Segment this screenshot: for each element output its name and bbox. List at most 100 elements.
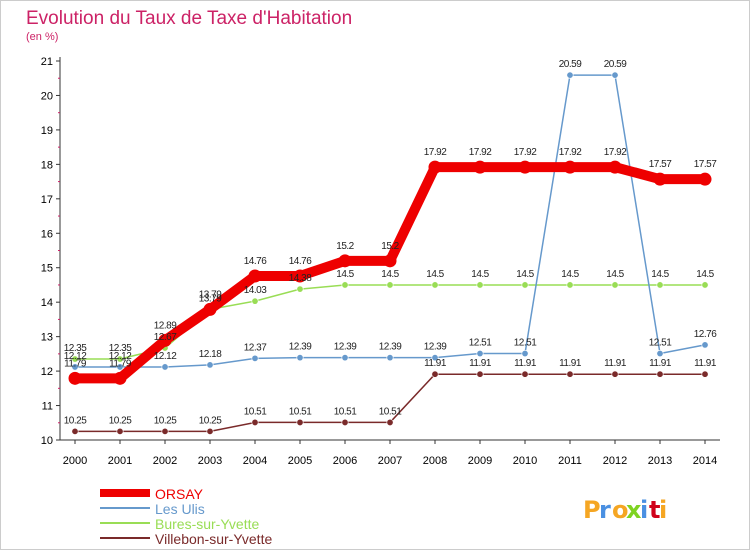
data-label: 12.51 <box>649 338 672 349</box>
data-point <box>338 254 352 268</box>
axes: 10 11 12 13 14 15 16 17 18 19 20 21 2000 2001 2002 2003… <box>41 56 720 467</box>
data-point <box>296 354 304 362</box>
data-label: 17.92 <box>469 147 492 158</box>
data-label: 10.51 <box>379 406 402 417</box>
data-point <box>116 355 124 363</box>
data-point <box>473 160 487 174</box>
data-point <box>431 281 439 289</box>
data-point <box>431 370 439 378</box>
legend-label-2: Bures-sur-Yvette <box>155 516 259 532</box>
chart-subtitle: (en %) <box>26 31 58 43</box>
x-tick-label: 2005 <box>288 455 312 467</box>
data-point <box>158 333 172 347</box>
data-label: 14.5 <box>651 269 669 280</box>
data-point <box>113 371 127 385</box>
y-tick-label: 17 <box>41 194 53 206</box>
data-point <box>566 281 574 289</box>
data-label: 12.35 <box>64 343 87 354</box>
data-label: 12.39 <box>334 342 357 353</box>
data-point <box>653 172 667 186</box>
x-tick-label: 2009 <box>468 455 492 467</box>
data-point <box>296 285 304 293</box>
data-point <box>611 370 619 378</box>
data-point <box>521 370 529 378</box>
data-point <box>251 418 259 426</box>
data-label: 14.03 <box>244 285 267 296</box>
data-point <box>656 370 664 378</box>
data-point <box>296 418 304 426</box>
data-label: 17.57 <box>649 159 672 170</box>
data-label: 10.25 <box>154 415 177 426</box>
x-tick-label: 2011 <box>558 455 582 467</box>
proxiti-logo: Pr oxi ti <box>583 496 667 524</box>
data-label: 12.89 <box>154 320 177 331</box>
logo-letter: t <box>649 496 660 524</box>
data-label: 12.76 <box>694 329 717 340</box>
x-tick-label: 2007 <box>378 455 402 467</box>
x-tick-label: 2012 <box>603 455 627 467</box>
data-point <box>251 354 259 362</box>
logo-letter: o <box>612 496 629 524</box>
data-label: 17.92 <box>604 147 627 158</box>
data-label: 14.5 <box>381 269 399 280</box>
data-point <box>293 269 307 283</box>
data-label: 20.59 <box>559 59 582 70</box>
data-label: 12.67 <box>154 332 177 343</box>
y-tick-label: 20 <box>41 90 53 102</box>
data-label: 11.91 <box>469 358 492 369</box>
data-point <box>251 297 259 305</box>
data-label: 11.91 <box>514 358 537 369</box>
data-labels: 11.79 11.79 12.89 13.79 14.76 14.76 15.2 15.2 17… <box>64 59 718 426</box>
data-point <box>341 418 349 426</box>
data-point <box>341 281 349 289</box>
data-point <box>611 71 619 79</box>
logo-letter: i <box>640 496 648 524</box>
data-point <box>521 350 529 358</box>
y-tick-label: 19 <box>41 125 53 137</box>
logo-letter: r <box>599 496 611 524</box>
x-tick-label: 2008 <box>423 455 447 467</box>
x-tick-label: 2004 <box>243 455 267 467</box>
y-tick-label: 12 <box>41 366 53 378</box>
x-tick-label: 2006 <box>333 455 357 467</box>
data-label: 14.5 <box>471 269 489 280</box>
data-point <box>161 427 169 435</box>
data-point <box>68 371 82 385</box>
data-point <box>206 427 214 435</box>
x-tick-label: 2000 <box>63 455 87 467</box>
data-label: 15.2 <box>336 241 354 252</box>
data-label: 14.5 <box>516 269 534 280</box>
data-point <box>203 302 217 316</box>
y-tick-label: 18 <box>41 159 53 171</box>
data-point <box>476 281 484 289</box>
data-label: 10.25 <box>109 415 132 426</box>
data-point <box>428 160 442 174</box>
data-point <box>656 281 664 289</box>
data-point <box>248 269 262 283</box>
data-point <box>431 354 439 362</box>
data-point <box>563 160 577 174</box>
data-point <box>161 363 169 371</box>
data-label: 17.92 <box>424 147 447 158</box>
data-label: 14.76 <box>244 256 267 267</box>
legend-label-3: Villebon-sur-Yvette <box>155 531 272 547</box>
data-label: 17.57 <box>694 159 717 170</box>
data-point <box>701 341 709 349</box>
data-label: 11.91 <box>604 358 627 369</box>
data-label: 10.51 <box>334 406 357 417</box>
data-label: 11.91 <box>694 358 717 369</box>
data-point <box>116 427 124 435</box>
data-point <box>698 172 712 186</box>
data-point <box>701 370 709 378</box>
x-tick-label: 2014 <box>693 455 717 467</box>
data-label: 12.39 <box>424 342 447 353</box>
data-label: 10.51 <box>244 406 267 417</box>
data-label: 20.59 <box>604 59 627 70</box>
data-label: 15.2 <box>381 241 399 252</box>
data-point <box>518 160 532 174</box>
data-label: 17.92 <box>559 147 582 158</box>
data-label: 12.12 <box>109 351 132 362</box>
